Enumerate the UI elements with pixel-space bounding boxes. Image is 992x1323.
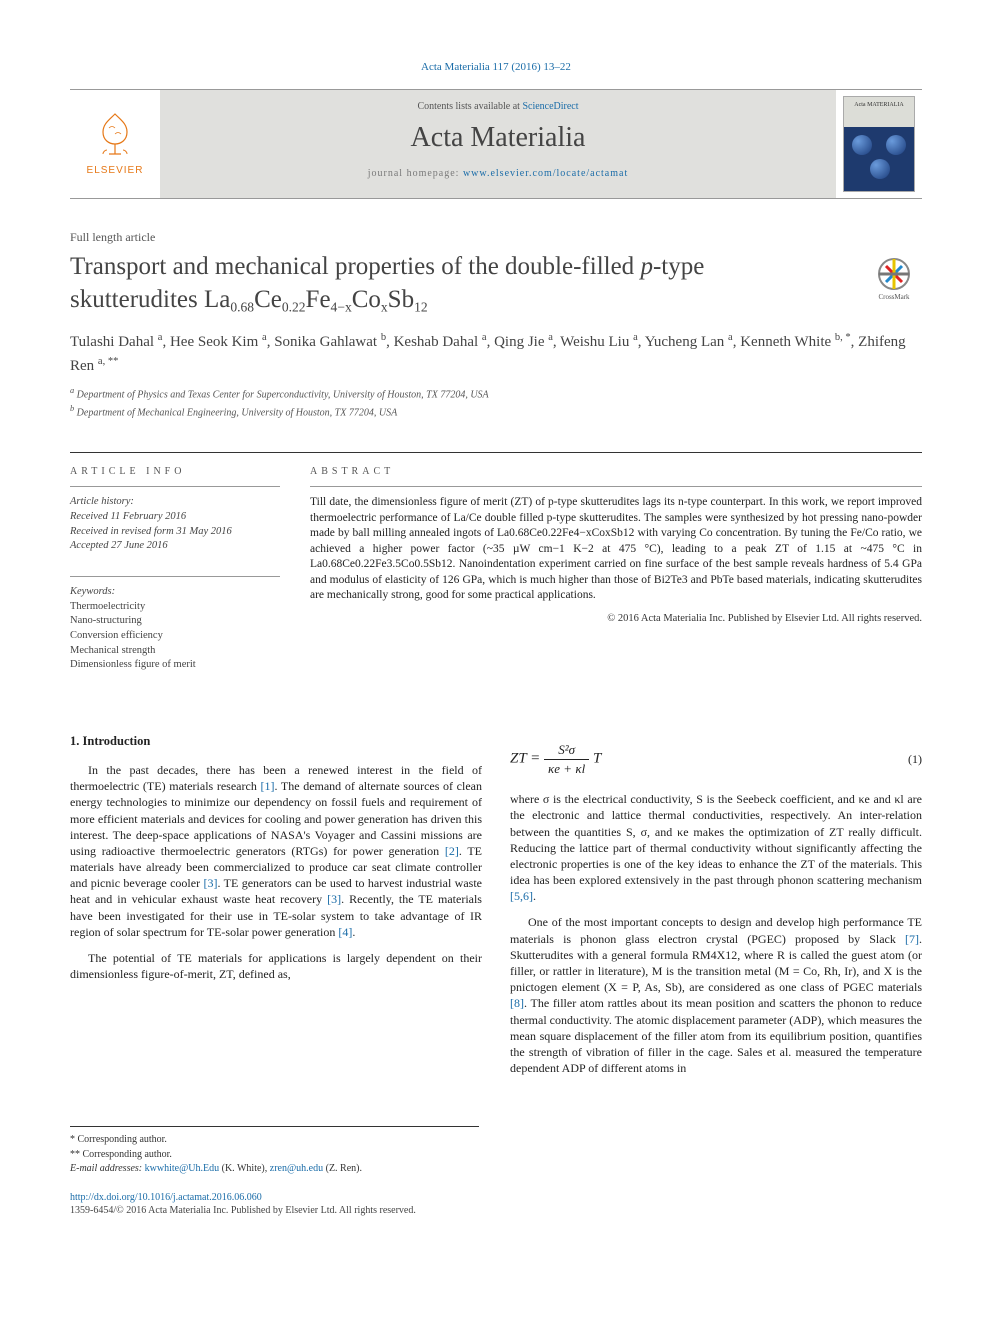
col2-paragraph-2: One of the most important concepts to de… [510, 914, 922, 1076]
reference-link[interactable]: [4] [338, 925, 352, 939]
elsevier-wordmark: ELSEVIER [87, 164, 144, 178]
issn-copyright-line: 1359-6454/© 2016 Acta Materialia Inc. Pu… [70, 1204, 922, 1218]
footnotes: * Corresponding author. ** Corresponding… [70, 1126, 479, 1177]
running-header-link[interactable]: Acta Materialia 117 (2016) 13–22 [421, 61, 571, 73]
abstract-label: ABSTRACT [310, 453, 922, 483]
reference-link[interactable]: [5,6] [510, 889, 533, 903]
intro-paragraph-2: The potential of TE materials for applic… [70, 950, 482, 982]
sciencedirect-link[interactable]: ScienceDirect [522, 101, 578, 112]
title-text: Sb [388, 286, 414, 313]
title-italic-p: p [640, 253, 653, 280]
intro-paragraph-1: In the past decades, there has been a re… [70, 762, 482, 940]
history-received: Received 11 February 2016 [70, 510, 280, 525]
journal-banner: ELSEVIER Contents lists available at Sci… [70, 89, 922, 199]
email-link-1[interactable]: kwwhite@Uh.Edu [145, 1163, 219, 1174]
keyword-item: Nano-structuring [70, 614, 280, 629]
equation-1: ZT = S²σ κe + κl T (1) [510, 741, 922, 777]
right-column: ZT = S²σ κe + κl T (1) where σ is the el… [510, 733, 922, 1086]
keywords-block: Keywords: ThermoelectricityNano-structur… [70, 576, 280, 673]
title-text: Ce [254, 286, 282, 313]
affiliation-a: a Department of Physics and Texas Center… [70, 385, 922, 402]
cover-graphic-icon [852, 135, 872, 155]
body-two-column: 1. Introduction In the past decades, the… [70, 733, 922, 1086]
history-accepted: Accepted 27 June 2016 [70, 539, 280, 554]
cover-graphic-icon [886, 135, 906, 155]
title-subscript: 4−x [331, 293, 352, 311]
left-column: 1. Introduction In the past decades, the… [70, 733, 482, 1086]
keyword-item: Dimensionless figure of merit [70, 658, 280, 673]
journal-cover-block: Acta MATERIALIA [836, 90, 922, 198]
title-text: Fe [306, 286, 331, 313]
keyword-item: Mechanical strength [70, 644, 280, 659]
affiliations: a Department of Physics and Texas Center… [70, 385, 922, 420]
corresponding-author-1: * Corresponding author. [70, 1133, 479, 1148]
contents-prefix: Contents lists available at [417, 101, 522, 112]
author-list: Tulashi Dahal a, Hee Seok Kim a, Sonika … [70, 330, 922, 377]
email-line: E-mail addresses: kwwhite@Uh.Edu (K. Whi… [70, 1162, 479, 1177]
keywords-header: Keywords: [70, 585, 280, 600]
article-info-label: ARTICLE INFO [70, 453, 280, 483]
col2-paragraph-1: where σ is the electrical conductivity, … [510, 791, 922, 904]
intro-heading: 1. Introduction [70, 733, 482, 750]
title-subscript: x [381, 293, 388, 311]
article-type: Full length article [70, 229, 922, 245]
history-header: Article history: [70, 495, 280, 510]
article-history: Article history: Received 11 February 20… [70, 486, 280, 554]
corresponding-author-2: ** Corresponding author. [70, 1148, 479, 1163]
title-subscript: 0.22 [282, 293, 306, 311]
email-link-2[interactable]: zren@uh.edu [270, 1163, 323, 1174]
journal-cover-thumbnail: Acta MATERIALIA [843, 96, 915, 192]
history-revised: Received in revised form 31 May 2016 [70, 525, 280, 540]
reference-link[interactable]: [1] [260, 779, 274, 793]
elsevier-tree-icon [91, 110, 139, 158]
publisher-logo-block: ELSEVIER [70, 90, 160, 198]
doi-line: http://dx.doi.org/10.1016/j.actamat.2016… [70, 1191, 922, 1205]
equation-number: (1) [882, 751, 922, 767]
keyword-item: Conversion efficiency [70, 629, 280, 644]
title-text: skutterudites La [70, 286, 230, 313]
reference-link[interactable]: [2] [445, 844, 459, 858]
email-who-1: (K. White), [222, 1163, 268, 1174]
crossmark-label: CrossMark [878, 293, 909, 302]
banner-center: Contents lists available at ScienceDirec… [160, 90, 836, 198]
email-who-2: (Z. Ren). [326, 1163, 362, 1174]
crossmark-icon [877, 257, 911, 291]
abstract-copyright: © 2016 Acta Materialia Inc. Published by… [310, 612, 922, 626]
title-text: -type [653, 253, 704, 280]
cover-title-text: Acta MATERIALIA [844, 101, 914, 109]
crossmark-badge[interactable]: CrossMark [866, 257, 922, 302]
running-header: Acta Materialia 117 (2016) 13–22 [70, 60, 922, 75]
reference-link[interactable]: [3] [203, 876, 217, 890]
equation-denominator: κe + κl [544, 760, 589, 778]
title-subscript: 12 [414, 293, 428, 311]
title-subscript: 0.68 [230, 293, 254, 311]
equation-body: ZT = S²σ κe + κl T [510, 741, 882, 777]
abstract-text: Till date, the dimensionless figure of m… [310, 495, 922, 604]
doi-link[interactable]: http://dx.doi.org/10.1016/j.actamat.2016… [70, 1192, 262, 1203]
cover-graphic-icon [870, 159, 890, 179]
abstract-column: ABSTRACT Till date, the dimensionless fi… [310, 453, 922, 673]
homepage-prefix: journal homepage: [368, 168, 463, 179]
email-label: E-mail addresses: [70, 1163, 142, 1174]
reference-link[interactable]: [7] [905, 932, 919, 946]
journal-homepage-link[interactable]: www.elsevier.com/locate/actamat [463, 168, 628, 179]
journal-name: Acta Materialia [170, 119, 826, 157]
journal-homepage-line: journal homepage: www.elsevier.com/locat… [170, 167, 826, 181]
title-text: Co [352, 286, 381, 313]
contents-list-line: Contents lists available at ScienceDirec… [170, 100, 826, 114]
article-title: Transport and mechanical properties of t… [70, 251, 850, 316]
keyword-item: Thermoelectricity [70, 600, 280, 615]
affiliation-b: b Department of Mechanical Engineering, … [70, 403, 922, 420]
reference-link[interactable]: [3] [327, 892, 341, 906]
title-text: Transport and mechanical properties of t… [70, 253, 640, 280]
reference-link[interactable]: [8] [510, 996, 524, 1010]
equation-numerator: S²σ [544, 741, 589, 760]
article-info-column: ARTICLE INFO Article history: Received 1… [70, 453, 280, 673]
